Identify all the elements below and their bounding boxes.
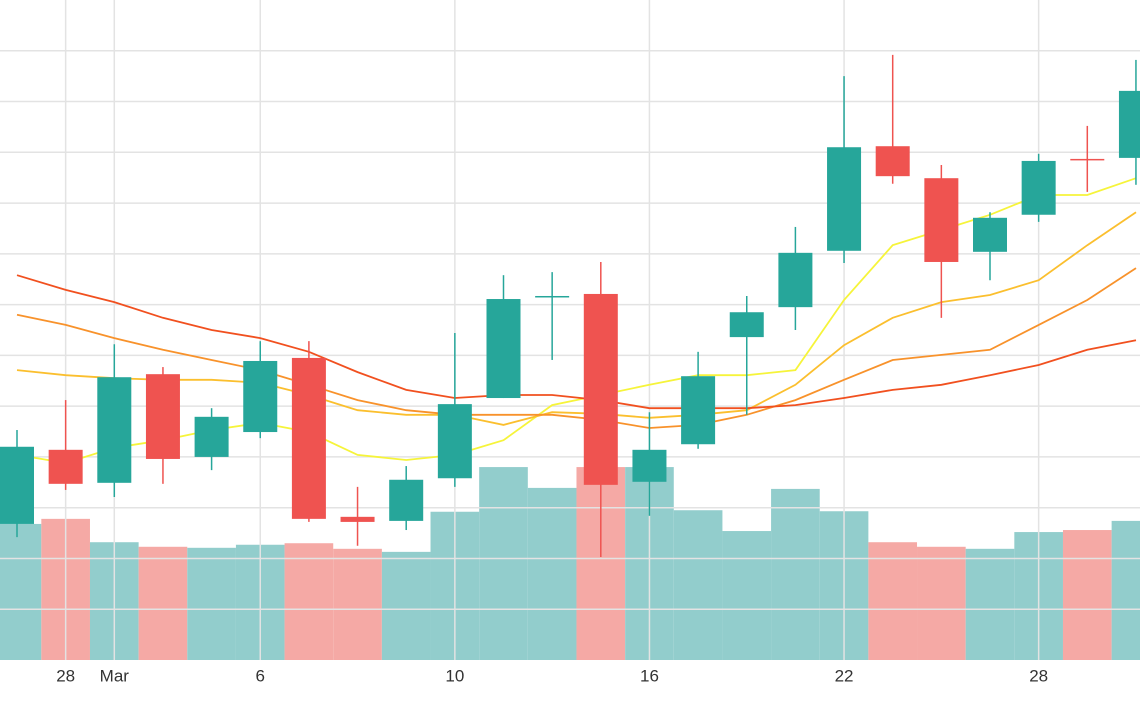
candle-body bbox=[145, 374, 180, 459]
candle-body bbox=[486, 299, 521, 399]
candle-body bbox=[291, 357, 326, 519]
candle-body bbox=[340, 516, 375, 522]
candle-body bbox=[1021, 160, 1056, 215]
volume-bar bbox=[1111, 520, 1140, 660]
volume-bar bbox=[479, 467, 528, 660]
moving-average-line bbox=[16, 177, 1137, 464]
moving-average-line bbox=[16, 274, 1137, 410]
volume-bar bbox=[1062, 530, 1112, 660]
x-tick-label: 28 bbox=[56, 666, 75, 685]
candle-body bbox=[681, 376, 716, 445]
volume-bar bbox=[333, 548, 382, 660]
volume-bar bbox=[381, 551, 431, 660]
candle-body bbox=[924, 178, 959, 262]
candle-body bbox=[0, 446, 34, 524]
candle-body bbox=[1118, 90, 1140, 158]
candle-body bbox=[97, 377, 132, 483]
volume-bar bbox=[673, 510, 723, 660]
volume-bar bbox=[722, 531, 772, 660]
moving-average-line bbox=[16, 267, 1137, 429]
candle-body bbox=[48, 449, 83, 484]
volume-bar bbox=[187, 547, 236, 660]
volume-bar bbox=[771, 488, 820, 660]
candle-body bbox=[389, 479, 424, 521]
candle-body bbox=[243, 360, 278, 433]
x-tick-label: 28 bbox=[1029, 666, 1048, 685]
candle-body bbox=[875, 146, 910, 177]
candle-layer bbox=[0, 54, 1140, 557]
x-tick-label: Mar bbox=[100, 666, 130, 685]
volume-bar bbox=[138, 546, 188, 660]
moving-average-line bbox=[16, 211, 1137, 426]
volume-bar bbox=[868, 542, 918, 660]
grid-layer bbox=[0, 0, 1140, 660]
volume-layer bbox=[0, 467, 1140, 660]
candle-body bbox=[1070, 158, 1105, 161]
candle-body bbox=[827, 147, 862, 251]
candle-body bbox=[729, 312, 764, 338]
candle-body bbox=[973, 217, 1007, 252]
candle-body bbox=[632, 449, 667, 482]
volume-bar bbox=[917, 546, 966, 660]
x-tick-label: 6 bbox=[256, 666, 265, 685]
candle-body bbox=[535, 295, 570, 298]
candle-body bbox=[437, 404, 472, 479]
x-tick-label: 10 bbox=[445, 666, 464, 685]
axis-layer: 28 Mar 6 10 16 22 28 bbox=[56, 666, 1048, 685]
candle-body bbox=[778, 252, 813, 308]
x-tick-label: 16 bbox=[640, 666, 659, 685]
x-tick-label: 22 bbox=[835, 666, 854, 685]
ma-layer bbox=[16, 177, 1137, 464]
candle-body bbox=[194, 416, 229, 457]
volume-bar bbox=[527, 487, 577, 660]
volume-bar bbox=[965, 548, 1015, 660]
volume-bar bbox=[284, 543, 334, 660]
candle-body bbox=[583, 293, 618, 485]
volume-bar bbox=[0, 523, 42, 660]
